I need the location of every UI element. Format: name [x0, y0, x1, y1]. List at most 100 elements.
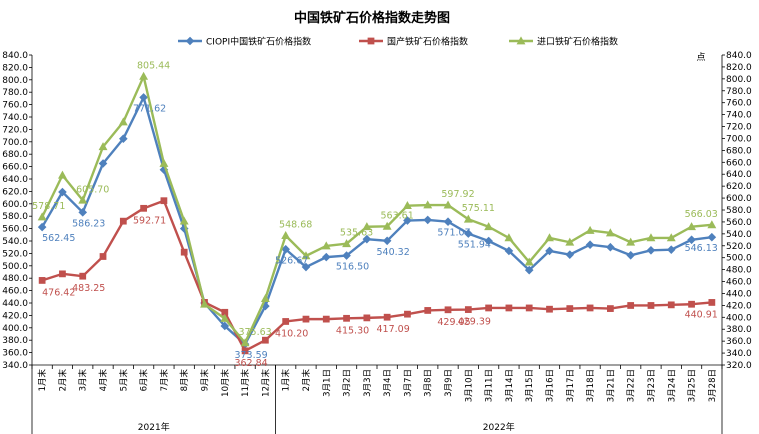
y2-tick-label: 540.0	[726, 230, 752, 240]
data-label: 575.11	[462, 203, 495, 214]
x-tick-label: 3月23日	[647, 369, 657, 402]
x-tick-label: 3月7日	[403, 369, 413, 397]
data-point	[667, 301, 675, 309]
data-labels: 562.45 586.23 771.62 373.59 526.67 516.50 540.…	[32, 60, 718, 368]
data-point	[79, 272, 87, 280]
data-point	[688, 300, 695, 308]
group-label: 2021年	[138, 421, 170, 433]
data-point	[37, 222, 47, 232]
data-label: 771.62	[133, 103, 166, 114]
y-tick-label: 740.0	[2, 113, 28, 123]
data-point	[423, 215, 433, 225]
y-tick-label: 800.0	[2, 76, 28, 86]
legend-marker	[516, 36, 526, 45]
x-tick-label: 6月末	[139, 369, 150, 392]
data-point	[37, 212, 47, 221]
data-point	[159, 158, 169, 167]
data-point	[504, 246, 514, 256]
data-point	[707, 220, 717, 229]
y2-tick-label: 660.0	[726, 158, 752, 168]
y2-tick-label: 460.0	[726, 278, 752, 288]
y2-tick-label: 560.0	[726, 218, 752, 228]
data-point	[98, 142, 108, 151]
y-tick-label: 700.0	[2, 138, 28, 148]
y-tick-label: 480.0	[2, 274, 28, 284]
y-tick-label: 780.0	[2, 88, 28, 98]
y2-tick-label: 820.0	[726, 63, 752, 73]
y2-tick-label: 580.0	[726, 206, 752, 216]
data-point	[240, 338, 250, 347]
x-tick-label: 3月4日	[383, 369, 393, 397]
data-point	[545, 246, 554, 256]
data-label: 578.71	[32, 201, 65, 212]
data-point	[525, 304, 533, 312]
y-tick-label: 600.0	[2, 200, 28, 210]
data-label: 440.91	[685, 309, 718, 320]
x-tick-label: 1月末	[281, 369, 292, 392]
data-label: 566.03	[685, 209, 718, 220]
data-label: 417.09	[377, 324, 410, 335]
data-point	[403, 216, 412, 225]
data-label: 526.67	[275, 255, 308, 266]
data-point	[505, 304, 513, 312]
x-tick-label: 2月末	[57, 369, 68, 392]
x-tick-label: 3月14日	[505, 369, 515, 402]
y2-tick-label: 440.0	[726, 289, 752, 299]
x-tick-label: 3月25日	[688, 369, 698, 402]
data-point	[282, 318, 290, 325]
x-tick-label: 3月3日	[363, 369, 373, 397]
data-label: 586.23	[72, 218, 105, 229]
y2-tick-label: 760.0	[726, 99, 752, 109]
group-label: 2022年	[483, 421, 515, 433]
data-point	[382, 221, 392, 230]
y2-tick-label: 800.0	[726, 75, 752, 85]
data-label: 551.94	[458, 240, 491, 251]
data-point	[485, 304, 492, 312]
data-point	[118, 117, 128, 126]
x-tick-label: 2月末	[301, 369, 312, 392]
x-tick-label: 3月2日	[343, 369, 353, 397]
x-tick-label: 3月21日	[606, 369, 616, 402]
data-point	[524, 265, 534, 275]
data-point	[241, 347, 249, 355]
data-label: 805.44	[137, 60, 170, 71]
data-point	[343, 314, 350, 322]
y2-tick-label: 700.0	[726, 134, 752, 144]
data-point	[484, 222, 494, 231]
data-label: 592.71	[133, 215, 166, 226]
data-point	[626, 250, 635, 260]
x-tick-label: 3月9日	[444, 369, 454, 397]
y-tick-label: 560.0	[2, 225, 28, 235]
data-point	[281, 230, 291, 239]
data-point	[707, 232, 717, 242]
data-point	[38, 277, 46, 284]
y-tick-label: 380.0	[2, 336, 28, 346]
series-line	[41, 199, 712, 353]
data-label: 373.59	[234, 350, 267, 361]
data-label: 415.30	[336, 325, 369, 336]
x-tick-label: 3月10日	[464, 369, 474, 402]
x-tick-label: 5月末	[118, 369, 129, 392]
y-tick-label: 340.0	[2, 361, 28, 371]
data-point	[301, 262, 311, 272]
data-point	[585, 240, 595, 250]
series-layer	[37, 71, 717, 355]
data-point	[322, 315, 330, 323]
data-point	[58, 187, 67, 197]
data-point	[139, 71, 149, 80]
y2-tick-label: 360.0	[726, 337, 752, 347]
data-point	[321, 252, 331, 262]
y2-tick-label: 640.0	[726, 170, 752, 180]
y2-tick-label: 600.0	[726, 194, 752, 204]
x-tick-label: 12月末	[260, 369, 271, 397]
data-point	[626, 237, 636, 246]
data-point	[363, 314, 371, 322]
y2-tick-label: 500.0	[726, 254, 752, 264]
data-point	[443, 200, 453, 209]
x-tick-label: 7月末	[159, 369, 170, 392]
data-point	[139, 93, 148, 102]
x-tick-label: 9月末	[200, 369, 211, 392]
y2-tick-label: 740.0	[726, 111, 752, 121]
y-tick-label: 400.0	[2, 324, 28, 334]
data-point	[383, 313, 391, 321]
